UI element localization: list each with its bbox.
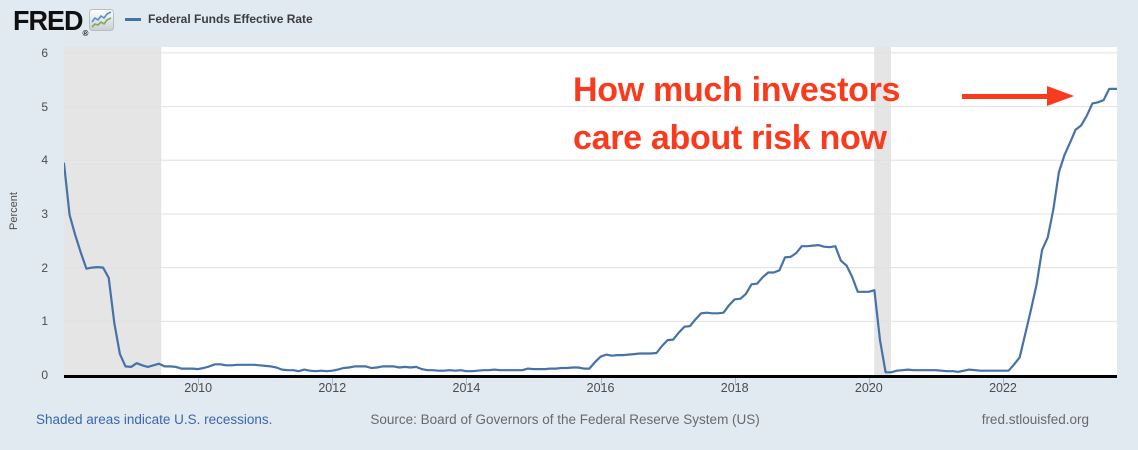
y-axis-title: Percent (8, 192, 20, 230)
sparkline-chart-icon (89, 9, 114, 31)
recession-band (64, 47, 162, 375)
x-tick-label: 2018 (720, 381, 749, 395)
annotation-text: How much investors care about risk now (573, 66, 900, 162)
fred-logo-text: FRED (13, 5, 83, 37)
x-tick-label: 2014 (452, 381, 481, 395)
x-tick-mark (734, 378, 736, 385)
y-tick-label: 1 (41, 314, 48, 329)
source-text: Source: Board of Governors of the Federa… (370, 412, 760, 427)
site-url: fred.stlouisfed.org (981, 412, 1089, 427)
x-tick-mark (1002, 378, 1004, 385)
x-tick-mark (466, 378, 468, 385)
y-tick-label: 6 (41, 45, 48, 60)
registered-trademark-icon: ® (82, 28, 89, 39)
x-axis-line (64, 375, 1117, 378)
chart-legend: Federal Funds Effective Rate (125, 12, 313, 26)
x-tick-label: 2012 (318, 381, 347, 395)
annotation-line-2: care about risk now (573, 119, 887, 157)
annotation-line-1: How much investors (573, 71, 901, 109)
legend-line-sample-icon (125, 17, 141, 21)
x-tick-mark (868, 378, 870, 385)
data-line (64, 87, 1117, 374)
x-tick-mark (198, 378, 200, 385)
x-tick-label: 2022 (989, 381, 1017, 395)
x-tick-label: 2016 (586, 381, 615, 395)
annotation-arrow-shaft (962, 94, 1048, 99)
y-tick-label: 4 (41, 153, 48, 168)
y-tick-label: 3 (41, 206, 48, 221)
legend-series-label: Federal Funds Effective Rate (148, 12, 313, 26)
y-tick-label: 0 (41, 368, 48, 382)
right-arrow-icon (1047, 86, 1074, 106)
chart-canvas (64, 47, 1117, 375)
recession-band (874, 47, 891, 375)
y-tick-label: 5 (41, 99, 48, 114)
x-tick-mark (600, 378, 602, 385)
x-tick-label: 2010 (184, 381, 213, 395)
recession-note-link[interactable]: Shaded areas indicate U.S. recessions. (36, 412, 273, 427)
plot-area[interactable] (64, 47, 1117, 375)
y-tick-label: 2 (41, 260, 48, 275)
x-tick-mark (332, 378, 334, 385)
x-tick-label: 2020 (854, 381, 883, 395)
fred-logo[interactable]: FRED® (13, 5, 88, 38)
